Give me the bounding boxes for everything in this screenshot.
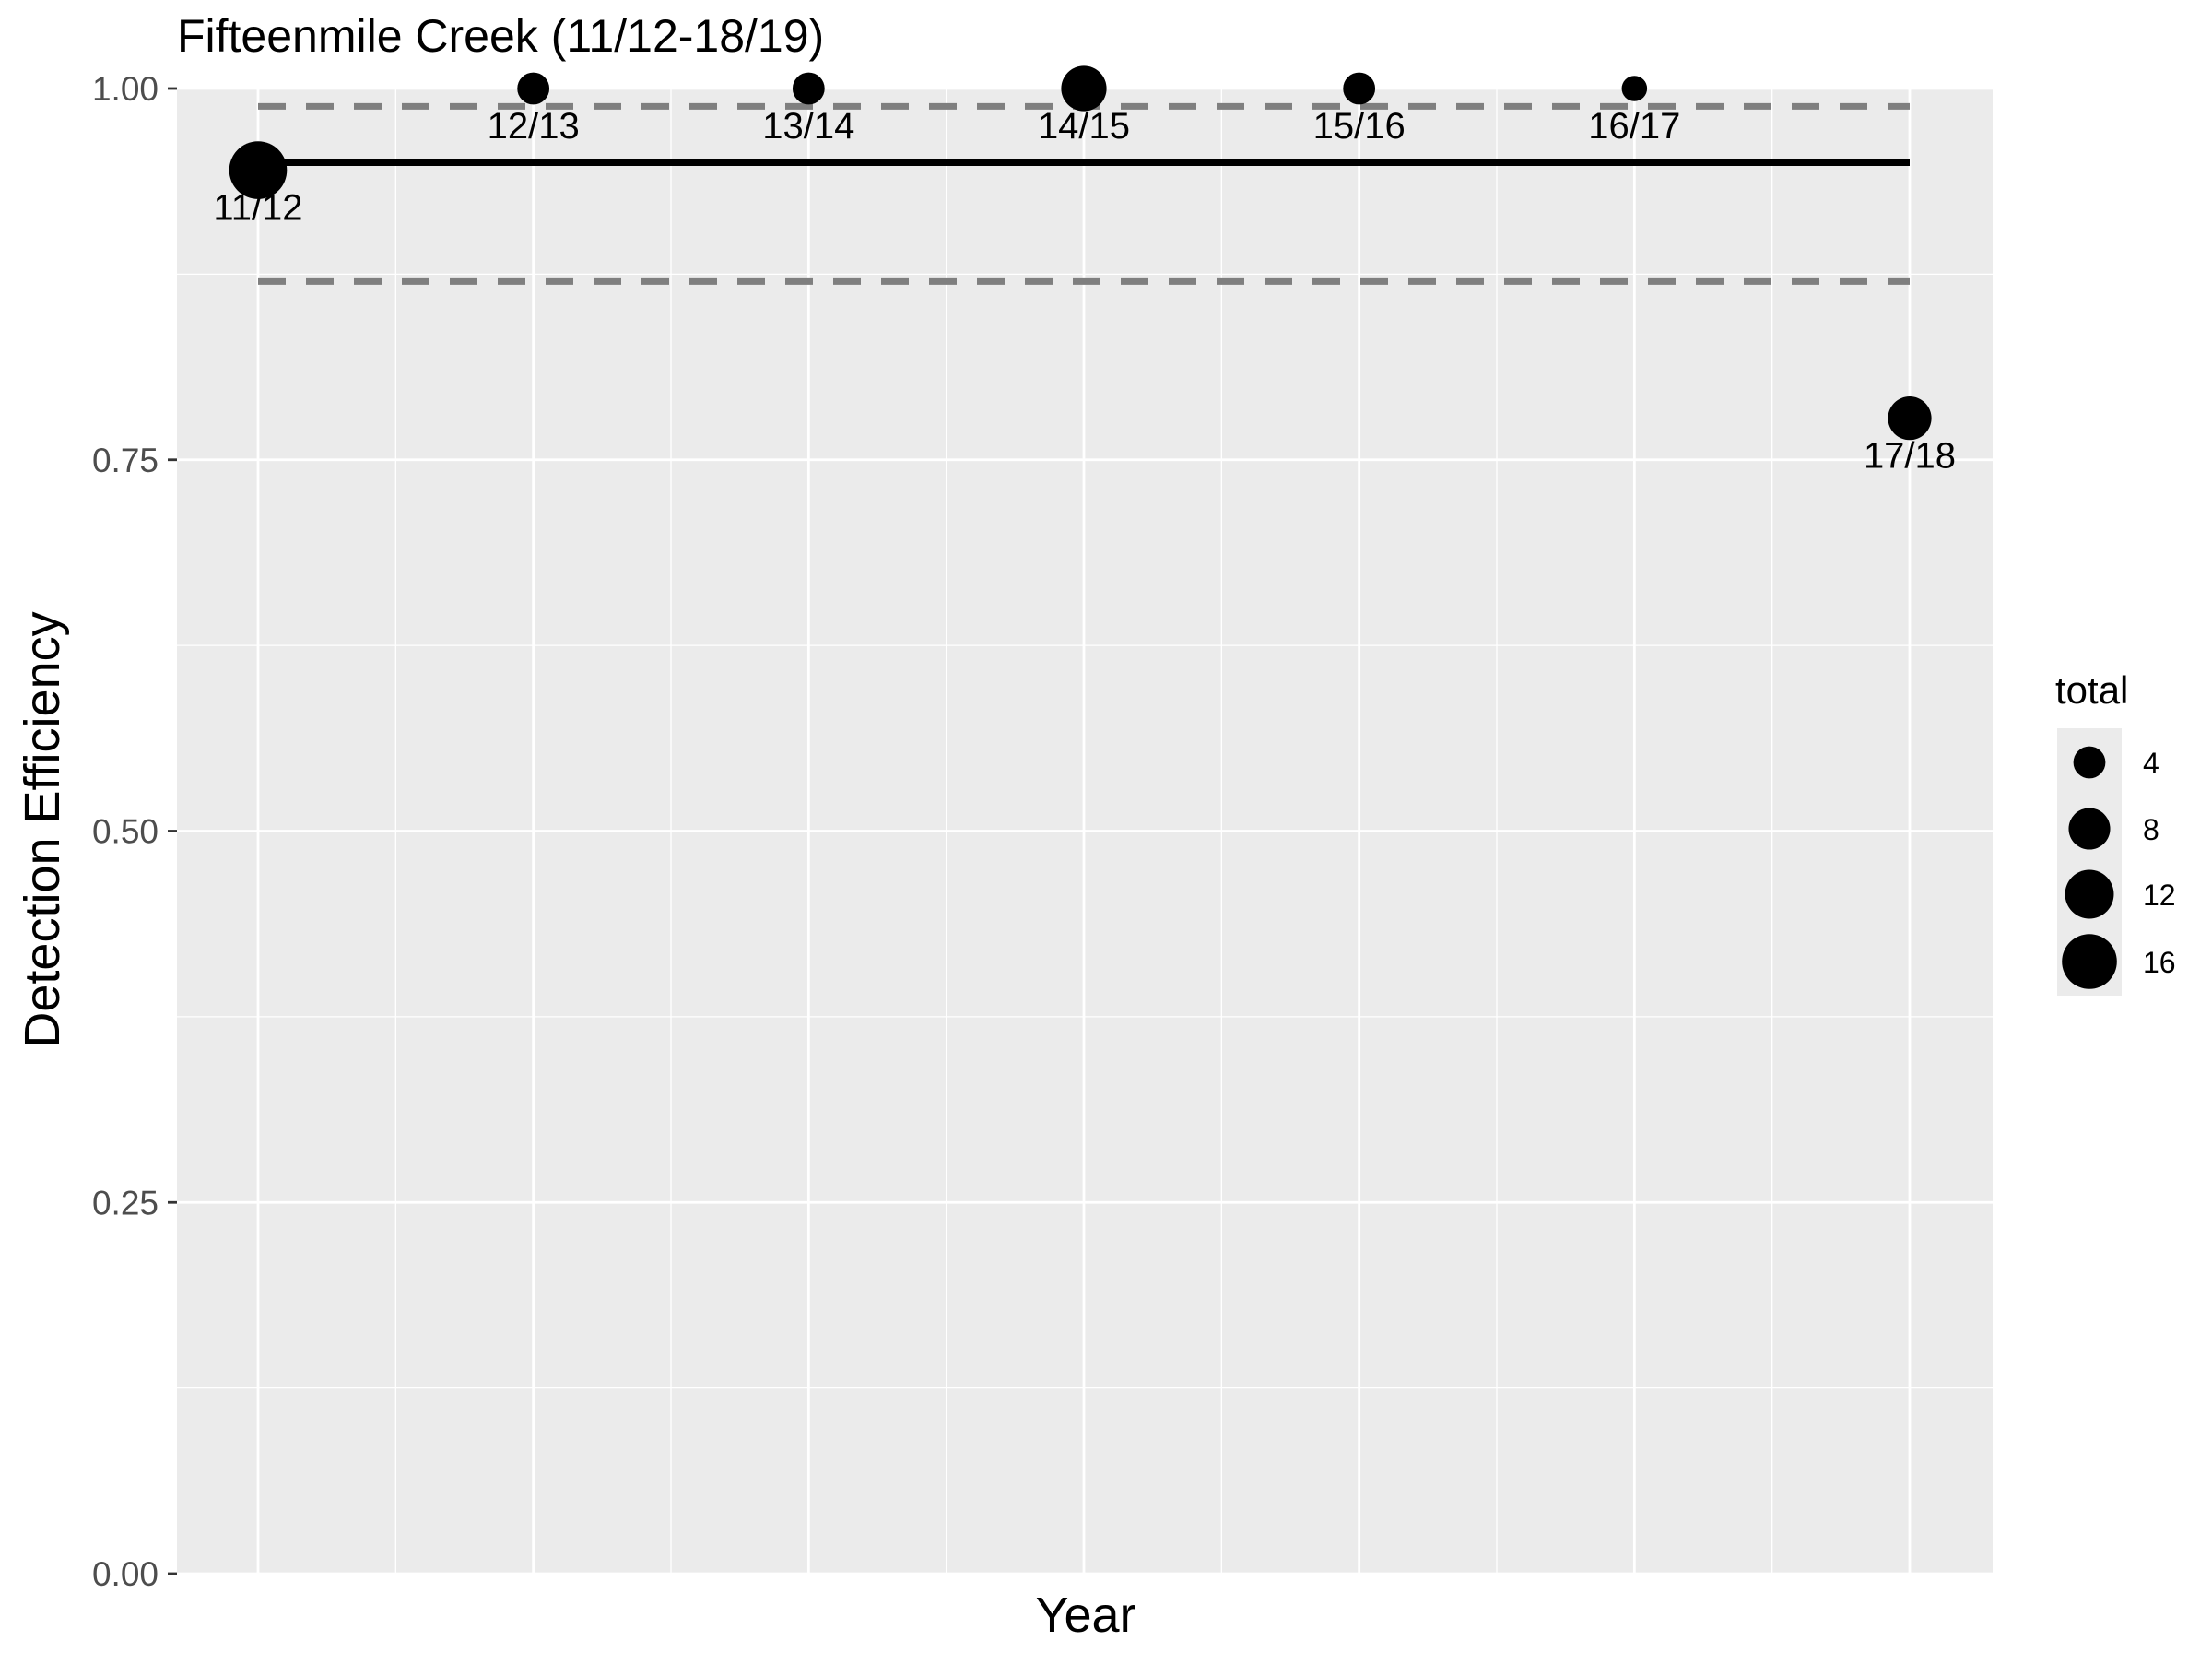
data-point-label-17-18: 17/18 — [1864, 436, 1956, 477]
legend-label-16: 16 — [2143, 946, 2176, 979]
legend-key-12 — [2065, 869, 2114, 919]
y-tick-label: 0.75 — [92, 442, 159, 479]
legend-key-16 — [2062, 934, 2117, 989]
data-point-label-15-16: 15/16 — [1313, 106, 1406, 147]
legend-title: total — [2055, 668, 2128, 712]
data-point-label-14-15: 14/15 — [1038, 106, 1130, 147]
data-point-label-12-13: 12/13 — [488, 106, 580, 147]
data-point-11-12 — [229, 141, 288, 199]
data-point-13-14 — [792, 72, 825, 105]
legend-label-4: 4 — [2143, 747, 2159, 780]
x-axis-label: Year — [1035, 1587, 1135, 1643]
data-point-17-18 — [1888, 396, 1932, 441]
y-tick-label: 0.00 — [92, 1555, 159, 1593]
y-tick-label: 0.50 — [92, 813, 159, 851]
legend-key-4 — [2073, 746, 2106, 779]
data-point-14-15 — [1061, 65, 1107, 112]
data-point-16-17 — [1621, 76, 1648, 101]
legend-label-8: 8 — [2143, 813, 2159, 846]
data-point-label-11-12: 11/12 — [213, 188, 302, 229]
y-tick-label: 0.25 — [92, 1184, 159, 1221]
data-point-label-16-17: 16/17 — [1588, 106, 1680, 147]
data-point-12-13 — [517, 72, 550, 105]
legend-key-8 — [2068, 808, 2111, 850]
y-tick-label: 1.00 — [92, 70, 159, 108]
y-axis-label: Detection Efficiency — [15, 611, 70, 1047]
legend-label-12: 12 — [2143, 879, 2176, 912]
data-point-15-16 — [1343, 72, 1376, 105]
chart-title: Fifteenmile Creek (11/12-18/19) — [177, 10, 824, 62]
data-point-label-13-14: 13/14 — [762, 106, 854, 147]
